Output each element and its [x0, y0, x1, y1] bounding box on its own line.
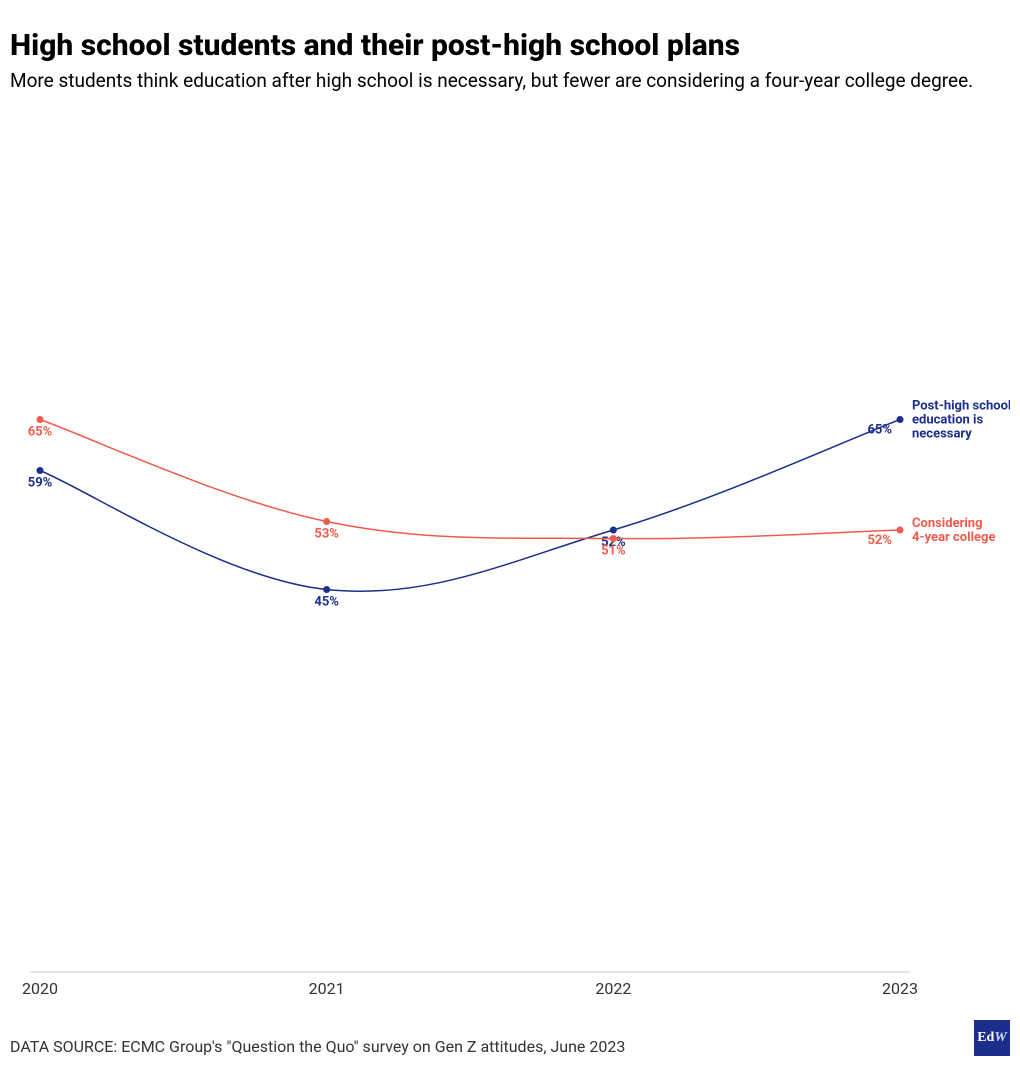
- svg-text:necessary: necessary: [912, 427, 972, 442]
- svg-text:4-year college: 4-year college: [912, 530, 995, 545]
- svg-text:2022: 2022: [595, 979, 631, 998]
- svg-text:52%: 52%: [867, 533, 892, 548]
- svg-text:65%: 65%: [28, 425, 53, 440]
- chart-container: High school students and their post-high…: [0, 0, 1020, 1070]
- svg-text:2021: 2021: [309, 979, 345, 998]
- svg-text:59%: 59%: [28, 476, 53, 491]
- chart-title: High school students and their post-high…: [10, 28, 1010, 63]
- svg-text:Considering: Considering: [912, 516, 983, 531]
- svg-text:2023: 2023: [882, 979, 918, 998]
- svg-text:Post-high school: Post-high school: [912, 399, 1010, 414]
- svg-text:2020: 2020: [22, 979, 58, 998]
- chart-subtitle: More students think education after high…: [10, 69, 1010, 92]
- svg-text:45%: 45%: [314, 595, 339, 610]
- chart-plot-area: 2020 2021 2022 2023 59% 45% 52% 65% Post-high sc…: [10, 112, 1010, 1012]
- svg-text:51%: 51%: [601, 544, 626, 559]
- svg-text:65%: 65%: [867, 423, 892, 438]
- line-chart-svg: 2020 2021 2022 2023 59% 45% 52% 65% Post-high sc…: [10, 112, 1010, 1012]
- edweek-logo: EdW: [974, 1020, 1010, 1056]
- data-source-text: DATA SOURCE: ECMC Group's "Question the …: [10, 1037, 625, 1056]
- svg-text:53%: 53%: [314, 527, 339, 542]
- logo-w: W: [994, 1030, 1006, 1046]
- svg-text:education is: education is: [912, 413, 983, 428]
- logo-ed: Ed: [977, 1030, 994, 1046]
